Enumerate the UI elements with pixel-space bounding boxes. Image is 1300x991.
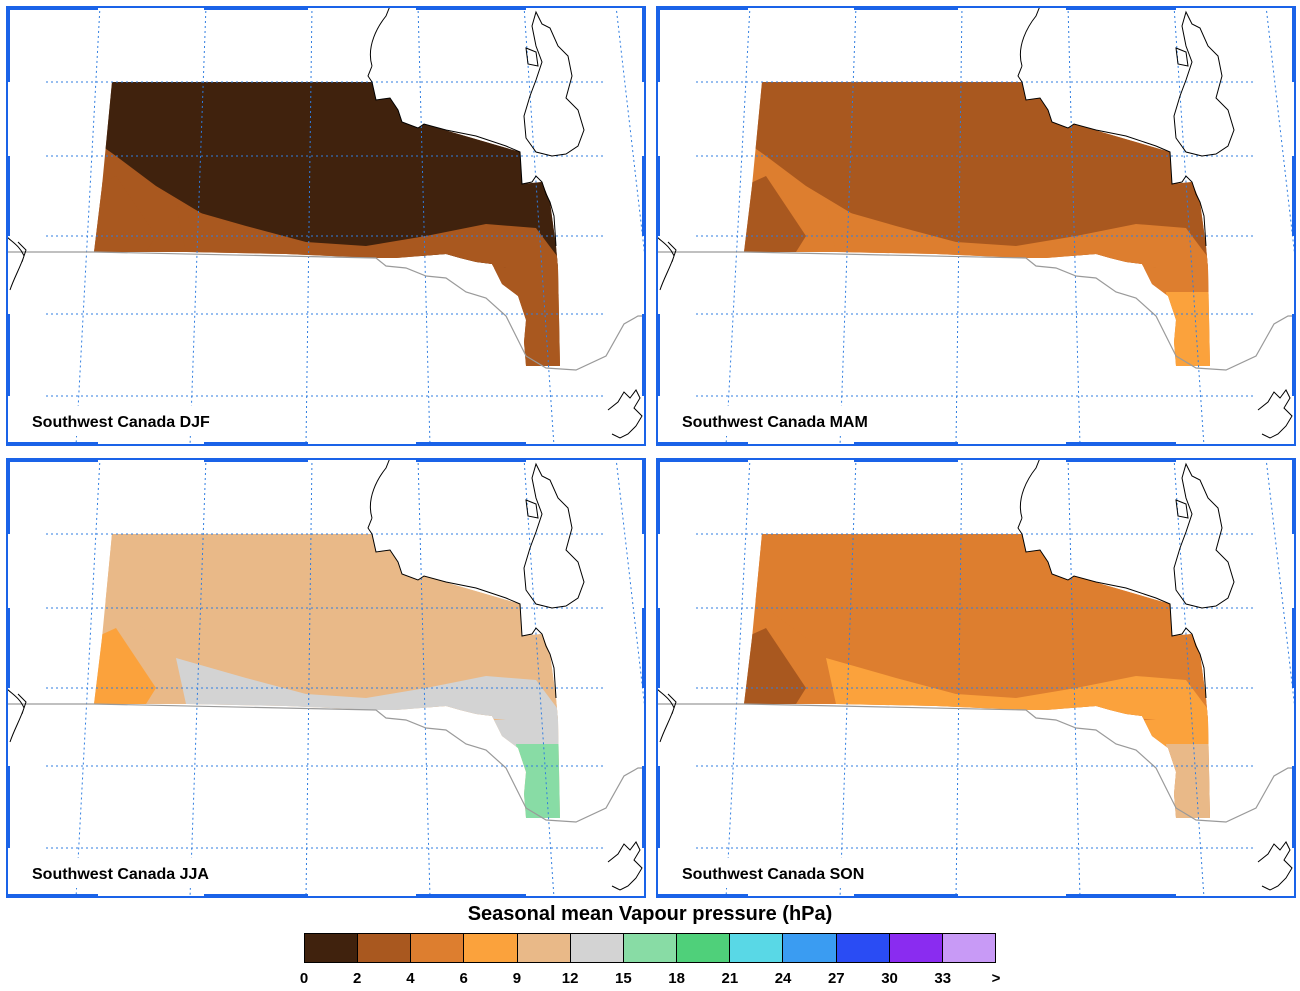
colorbar-swatch xyxy=(677,934,731,962)
colorbar-swatch xyxy=(570,934,624,962)
map-canvas xyxy=(656,6,1296,446)
label-backdrop xyxy=(664,406,884,436)
colorbar-swatch xyxy=(836,934,890,962)
region-lower-fill xyxy=(176,206,560,268)
colorbar-swatch xyxy=(889,934,943,962)
graticule xyxy=(696,6,1296,446)
label-backdrop xyxy=(14,858,234,888)
coastline xyxy=(367,458,585,699)
region-west-fill xyxy=(94,628,156,704)
colorbar-tick-label: 33 xyxy=(934,970,952,987)
colorbar-tick-label: 4 xyxy=(406,970,415,987)
colorbar-swatch xyxy=(305,934,359,962)
region-west-fill xyxy=(744,628,806,704)
region-southtip-fill xyxy=(1166,744,1210,818)
region-southtip-fill xyxy=(516,744,560,818)
colorbar-swatch xyxy=(411,934,465,962)
coastline-west xyxy=(656,687,677,743)
colorbar-tick-label: 0 xyxy=(299,970,309,987)
frame-ticks xyxy=(6,458,646,898)
region-lower-fill xyxy=(826,206,1210,268)
graticule xyxy=(46,458,646,898)
coastline-southeast xyxy=(607,841,643,891)
coastline-west xyxy=(6,687,27,743)
region-west-fill xyxy=(744,176,806,252)
label-backdrop xyxy=(664,858,884,888)
colorbar-swatch xyxy=(783,934,837,962)
colorbar-ticks: 0 2 4 6 9 12 15 18 21 24 27 30 33 > xyxy=(0,970,1300,990)
frame-ticks xyxy=(6,6,646,446)
map-canvas xyxy=(6,6,646,446)
graticule xyxy=(46,6,646,446)
coastline-southeast xyxy=(1257,389,1293,439)
colorbar-swatch xyxy=(358,934,412,962)
map-panel-djf: Southwest Canada DJF xyxy=(6,6,646,446)
frame-ticks xyxy=(656,6,1296,446)
graticule xyxy=(696,458,1296,898)
coastline xyxy=(367,6,585,247)
border-line xyxy=(6,251,646,371)
colorbar-tick-label: 27 xyxy=(827,970,845,987)
legend-title: Seasonal mean Vapour pressure (hPa) xyxy=(467,903,833,925)
map-canvas xyxy=(656,458,1296,898)
coastline-west xyxy=(656,235,677,291)
border-line xyxy=(6,703,646,823)
panel-label: Southwest Canada JJA xyxy=(32,866,209,883)
coastline-southeast xyxy=(607,389,643,439)
colorbar-tick-label: > xyxy=(991,970,1001,987)
coastline-southeast xyxy=(1257,841,1293,891)
colorbar-tick-label: 30 xyxy=(881,970,898,987)
colorbar-swatch xyxy=(730,934,784,962)
colorbar-tick-label: 21 xyxy=(721,970,739,987)
label-backdrop xyxy=(14,406,234,436)
colorbar-tick-label: 12 xyxy=(561,970,579,987)
colorbar-tick-label: 6 xyxy=(459,970,468,987)
border-line xyxy=(656,251,1296,371)
region-southtip-fill xyxy=(516,292,560,366)
colorbar xyxy=(304,933,996,963)
colorbar-swatch xyxy=(464,934,518,962)
region-lower-fill xyxy=(176,658,560,720)
frame-ticks xyxy=(656,458,1296,898)
colorbar-tick-label: 2 xyxy=(353,970,362,987)
coastline-west xyxy=(6,235,27,291)
colorbar-swatch xyxy=(942,934,996,962)
region-lower-fill xyxy=(826,658,1210,720)
panel-label: Southwest Canada SON xyxy=(682,866,865,883)
map-canvas xyxy=(6,458,646,898)
colorbar-tick-label: 18 xyxy=(668,970,685,987)
panel-label: Southwest Canada MAM xyxy=(682,414,868,431)
colorbar-tick-label: 9 xyxy=(512,970,522,987)
panel-label: Southwest Canada DJF xyxy=(32,414,210,431)
colorbar-tick-label: 15 xyxy=(615,970,632,987)
colorbar-swatch xyxy=(623,934,678,962)
colorbar-swatch xyxy=(517,934,571,962)
coastline xyxy=(1017,6,1235,247)
border-line xyxy=(656,703,1296,823)
colorbar-tick-label: 24 xyxy=(774,970,792,987)
region-southtip-fill xyxy=(1166,292,1210,366)
map-panel-son: Southwest Canada SON xyxy=(656,458,1296,898)
region-west-fill xyxy=(94,176,156,252)
map-panel-jja: Southwest Canada JJA xyxy=(6,458,646,898)
coastline xyxy=(1017,458,1235,699)
map-panel-mam: Southwest Canada MAM xyxy=(656,6,1296,446)
